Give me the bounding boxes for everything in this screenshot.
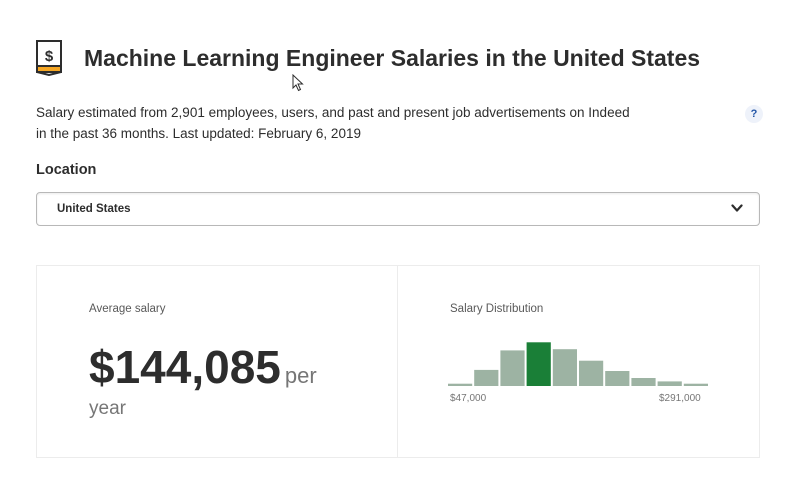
distribution-bar [579,360,604,386]
card-divider [397,266,398,457]
description-line-2: in the past 36 months. Last updated: Feb… [36,126,361,141]
salary-document-icon: $ [36,40,62,76]
mouse-cursor-icon [292,74,304,92]
salary-description: Salary estimated from 2,901 employees, u… [36,102,716,144]
description-line-1: Salary estimated from 2,901 employees, u… [36,105,630,120]
distribution-bar [500,350,525,386]
average-salary-amount: $144,085 per [89,344,379,390]
location-label: Location [36,162,97,178]
distribution-bar [526,342,551,386]
distribution-bar [552,349,577,386]
chevron-down-icon [731,204,743,212]
average-salary-value: $144,085 [89,341,281,393]
distribution-max-label: $291,000 [659,393,701,404]
salary-distribution-label: Salary Distribution [450,303,544,315]
salary-period-per: per [284,363,317,388]
distribution-bar [631,378,656,386]
average-salary-label: Average salary [89,303,166,315]
salary-distribution-chart [448,342,708,386]
distribution-bar [657,381,682,386]
help-icon[interactable]: ? [745,105,763,123]
title-row: $ Machine Learning Engineer Salaries in … [36,40,700,76]
distribution-bar [683,383,708,386]
distribution-min-label: $47,000 [450,393,487,404]
distribution-bar [605,371,630,386]
page-title: Machine Learning Engineer Salaries in th… [84,44,701,71]
distribution-bar [474,369,499,386]
svg-text:$: $ [45,48,54,65]
distribution-bar [448,383,473,386]
salary-period-year: year [89,398,126,419]
location-select[interactable]: United States [36,192,760,226]
salary-card: Average salary $144,085 per year Salary D… [36,265,760,458]
location-selected-value: United States [57,203,131,215]
